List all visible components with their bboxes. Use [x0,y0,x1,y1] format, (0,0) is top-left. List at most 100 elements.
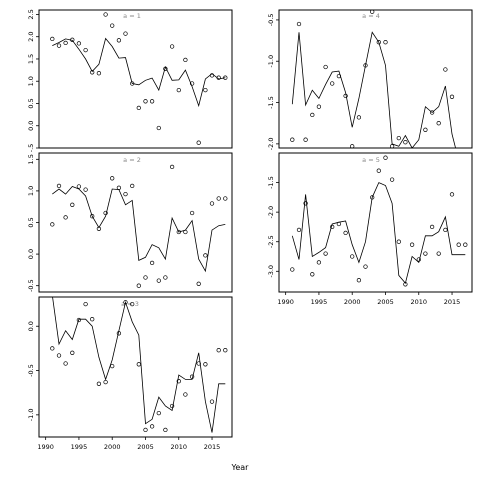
data-point [383,155,388,160]
data-point [103,12,108,17]
data-point [296,227,302,233]
data-point [310,112,315,118]
panel-5: -3.0 -2.5 -2.0 -1.5 1990 1995 2000 2005 2010 2015… [267,152,473,306]
data-point [149,99,155,104]
data-point [463,242,468,247]
data-point [116,185,122,190]
data-point [156,278,161,283]
data-point [149,260,155,266]
data-point [143,99,148,104]
data-point [330,81,335,86]
data-point [76,317,82,323]
data-point [50,36,55,42]
data-point [176,379,181,384]
x-tick-label: 2000 [104,443,121,451]
data-point [403,282,408,287]
data-point [203,253,208,258]
x-tick-label: 2010 [170,443,187,451]
panel-3: -1.0 -0.5 0.0 1990 1995 2000 2005 2010 2015 a = 3 [27,296,233,451]
data-point [123,31,128,36]
y-tick-label: -0.5 [27,279,35,292]
data-point [196,281,201,286]
data-point [303,201,308,206]
y-tick-label: 0.0 [27,321,35,331]
data-point [343,230,348,236]
y-tick-label: 0.5 [27,98,35,108]
data-point [96,226,102,231]
data-point [83,187,88,192]
data-point [83,301,88,307]
panel-1: -.5 0.0 0.5 1.0 1.5 2.0 2.5 a = 1 [27,9,233,152]
panel-label: a = 5 [362,156,380,164]
data-point [336,221,342,227]
panel-frame [38,152,233,293]
data-point [189,374,195,379]
data-point [429,224,435,230]
data-point [103,210,108,216]
data-point [209,73,215,78]
data-point [130,183,135,189]
data-point [209,399,215,404]
data-point [323,64,328,70]
data-point [449,94,455,99]
data-point [409,242,415,247]
data-point [50,222,55,227]
data-point [290,137,295,142]
data-point [83,47,88,53]
x-tick-label: 2015 [444,298,461,306]
data-point [449,192,455,197]
data-point [116,38,122,43]
data-point [50,346,55,351]
data-point [76,41,82,46]
data-point [223,348,228,353]
data-point [156,125,161,131]
data-point [183,229,188,235]
data-point [196,140,201,145]
y-tick-label: 1.5 [27,54,35,64]
x-tick-label: 1990 [37,443,54,451]
x-tick-label: 1995 [311,298,328,306]
panel-frame [38,296,233,438]
y-tick-label: -2.0 [267,138,275,151]
data-point [123,191,128,197]
data-point [63,215,68,220]
data-point [136,362,141,367]
data-point [356,115,362,120]
data-point [403,140,408,145]
panel-label: a = 4 [362,12,380,20]
data-point [363,264,368,269]
data-point [389,177,395,182]
data-point [323,251,328,256]
data-point [416,257,421,262]
y-tick-label: -1.5 [267,176,275,189]
fit-line [52,37,226,108]
data-point [336,73,342,79]
panel-frame [278,152,473,293]
x-axis-label: Year [231,463,250,472]
data-point [296,21,302,27]
y-tick-label: -2.5 [267,235,275,248]
data-point [96,71,102,76]
data-point [350,254,355,259]
x-tick-label: 1995 [71,443,88,451]
data-point [110,176,115,181]
data-point [63,40,68,46]
y-tick-label: 1.5 [27,154,35,164]
data-point [436,121,441,126]
data-point [90,214,95,219]
x-tick-label: 2005 [377,298,394,306]
data-point [196,361,201,366]
data-point [396,135,401,141]
data-point [370,10,375,14]
x-tick-label: 2010 [410,298,427,306]
data-point [436,251,441,256]
data-point [103,379,108,385]
y-tick-label: -3.0 [267,265,275,278]
y-tick-label: -0.5 [267,14,275,27]
data-point [443,67,448,72]
data-point [110,23,115,28]
data-point [189,210,195,216]
data-point [56,183,62,189]
x-tick-label: 1990 [277,298,294,306]
data-point [130,301,135,307]
